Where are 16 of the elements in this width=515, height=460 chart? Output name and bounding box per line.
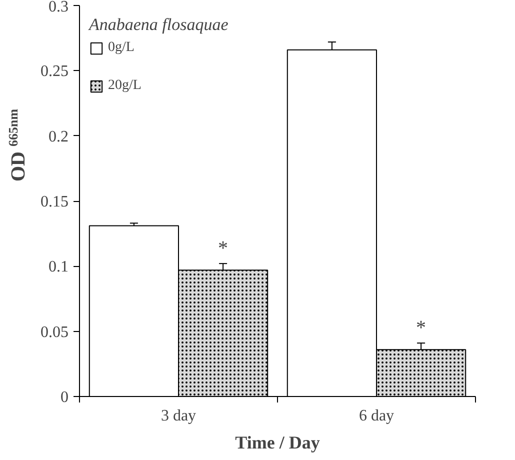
y-tick-label: 0.2 xyxy=(48,128,68,146)
legend-label: 0g/L xyxy=(108,40,134,56)
y-tick-label: 0.05 xyxy=(40,324,68,341)
annotation: * xyxy=(218,238,228,260)
y-tick-label: 0.25 xyxy=(40,63,68,80)
annotation: * xyxy=(416,317,426,340)
legend-label: 20g/L xyxy=(108,78,142,94)
y-tick-label: 0 xyxy=(60,389,68,406)
x-axis-title: Time / Day xyxy=(235,432,320,452)
y-axis-title: OD665nm xyxy=(6,108,30,182)
x-tick-label: 6 day xyxy=(358,408,394,424)
legend-title: Anabaena flosaquae xyxy=(89,15,228,35)
y-tick-label: 0.1 xyxy=(48,258,68,276)
y-tick-label: 0.3 xyxy=(48,0,68,16)
y-tick-label: 0.15 xyxy=(40,194,68,210)
x-tick-label: 3 day xyxy=(160,408,196,424)
